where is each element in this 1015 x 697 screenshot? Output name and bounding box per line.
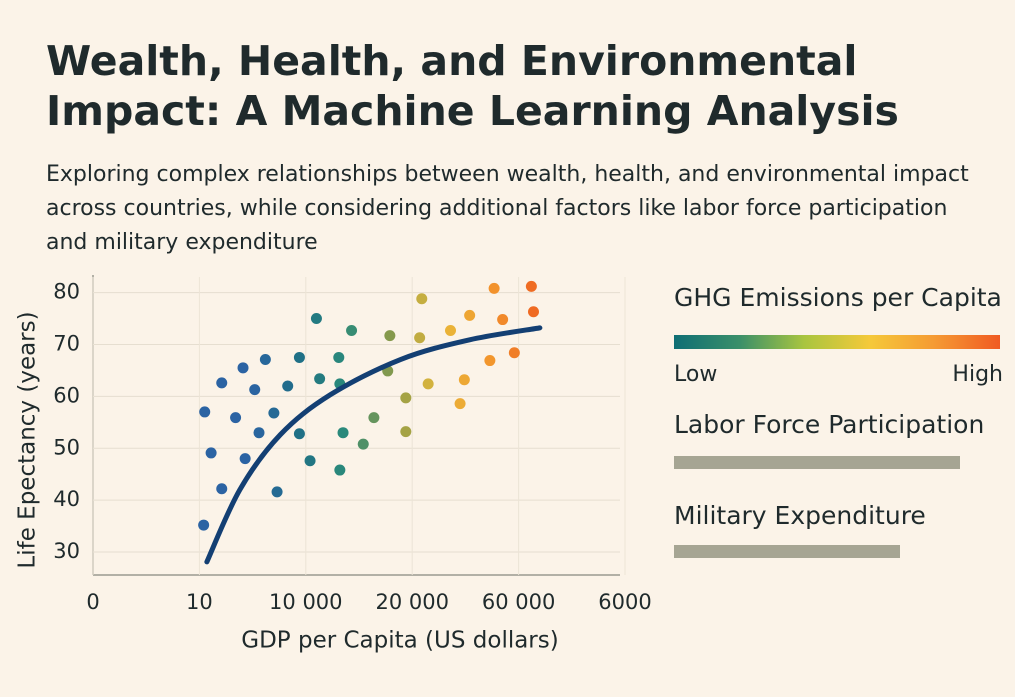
- point: [293, 428, 305, 440]
- point: [464, 309, 476, 321]
- x-tick-label: 10: [186, 590, 213, 614]
- x-axis-label: GDP per Capita (US dollars): [241, 628, 558, 654]
- factor-label: Military Expenditure: [674, 501, 926, 530]
- y-tick-label: 70: [53, 331, 80, 355]
- y-tick-label: 50: [53, 435, 80, 459]
- point: [249, 384, 261, 396]
- y-axis-label: Life Epectancy (years): [15, 311, 41, 568]
- point: [484, 355, 496, 367]
- point: [205, 447, 217, 459]
- factor-bar: [674, 456, 960, 469]
- point: [314, 373, 326, 385]
- x-tick-label: 20 000: [375, 590, 448, 614]
- point: [497, 314, 509, 326]
- x-tick-label: 60 000: [482, 590, 555, 614]
- point: [525, 280, 537, 292]
- point: [488, 282, 500, 294]
- point: [333, 351, 345, 363]
- point: [310, 313, 322, 325]
- point: [508, 347, 520, 359]
- point: [271, 486, 283, 498]
- point: [368, 412, 380, 424]
- point: [268, 407, 280, 419]
- point: [357, 438, 369, 450]
- point: [199, 406, 211, 418]
- point: [282, 380, 294, 392]
- colorbar: [674, 335, 1000, 349]
- legend-low: Low: [674, 362, 717, 387]
- point: [293, 351, 305, 363]
- point: [384, 330, 396, 342]
- point: [198, 519, 210, 531]
- point: [259, 354, 271, 366]
- factor-bar: [674, 545, 900, 558]
- point: [416, 293, 428, 305]
- point: [304, 455, 316, 467]
- point: [346, 324, 358, 336]
- point: [458, 374, 470, 386]
- trend-line: [204, 325, 543, 565]
- point: [454, 398, 466, 410]
- point: [237, 362, 249, 374]
- legend-title: GHG Emissions per Capita: [674, 283, 1002, 312]
- point: [400, 426, 412, 438]
- point: [422, 378, 434, 390]
- point: [216, 377, 228, 389]
- x-tick-label: 6000: [598, 590, 651, 614]
- y-tick-label: 30: [53, 539, 80, 563]
- legend-high: High: [952, 362, 1003, 387]
- point: [414, 332, 426, 344]
- point: [527, 306, 539, 318]
- y-tick-label: 80: [53, 280, 80, 304]
- chart-subtitle: Exploring complex relationships between …: [46, 162, 969, 255]
- x-tick-label: 0: [86, 590, 99, 614]
- point: [445, 324, 457, 336]
- x-tick-label: 10 000: [269, 590, 342, 614]
- point: [400, 392, 412, 404]
- chart-title: Wealth, Health, and Environmental Impact…: [46, 37, 899, 135]
- point: [337, 427, 349, 439]
- point: [239, 453, 251, 465]
- y-tick-label: 40: [53, 487, 80, 511]
- point: [253, 427, 265, 439]
- point: [334, 464, 346, 476]
- factor-label: Labor Force Participation: [674, 410, 984, 439]
- y-tick-label: 60: [53, 383, 80, 407]
- point: [230, 412, 242, 424]
- point: [216, 483, 228, 495]
